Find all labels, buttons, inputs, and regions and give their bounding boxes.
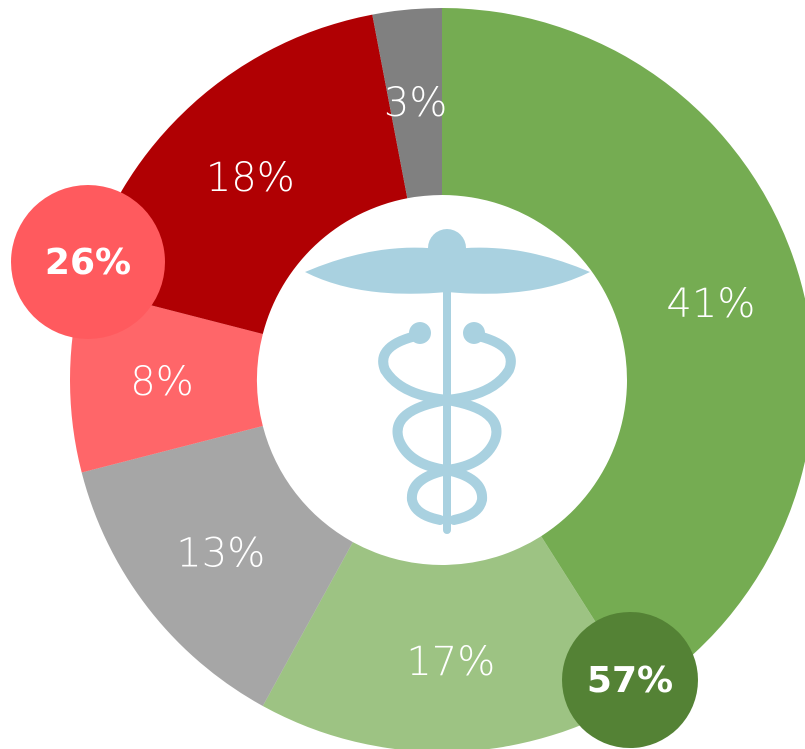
- slice: [372, 7, 442, 199]
- slice-label: 41%: [666, 281, 755, 327]
- slice-label: 8%: [130, 359, 193, 405]
- slice-label: 18%: [206, 155, 295, 201]
- slice: [262, 536, 642, 749]
- badge-label: 57%: [587, 660, 673, 701]
- slice: [442, 8, 805, 695]
- slice-label: 13%: [176, 531, 265, 577]
- slice: [81, 426, 353, 706]
- caduceus-icon: [305, 229, 590, 534]
- badge-label: 26%: [45, 242, 131, 283]
- slice: [70, 287, 263, 473]
- slice-label: 17%: [406, 639, 495, 685]
- donut: 41% 17% 13% 8% 18% 3%: [70, 7, 805, 749]
- slice-label: 3%: [384, 80, 447, 126]
- badge: [562, 612, 698, 748]
- badges: 57% 26%: [11, 185, 698, 748]
- badge: [11, 185, 165, 339]
